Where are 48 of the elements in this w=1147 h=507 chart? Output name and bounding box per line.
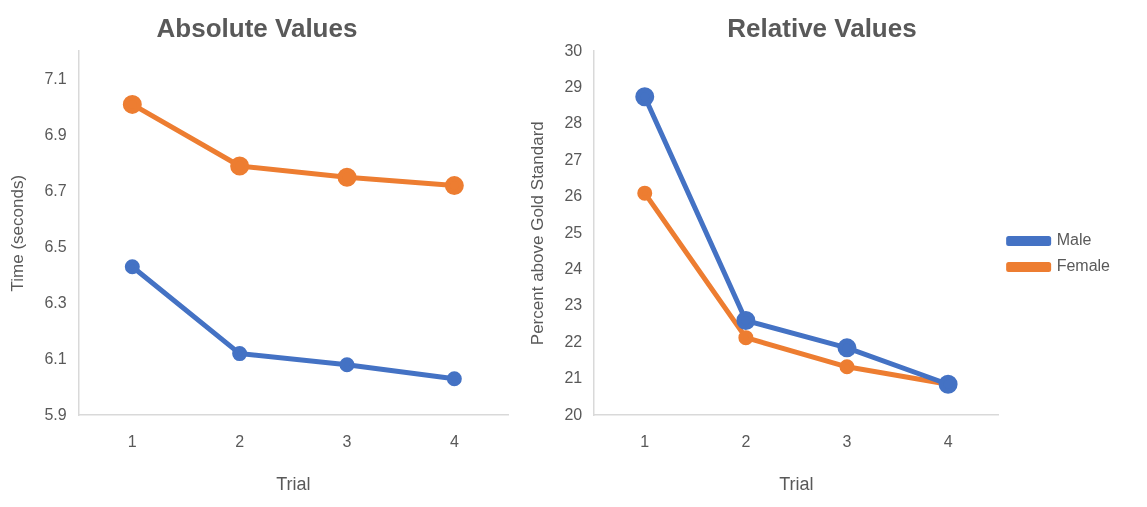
- y-tick-label: 21: [564, 369, 583, 387]
- y-tick-label: 27: [564, 150, 583, 168]
- y-tick-label: 6.1: [44, 349, 67, 367]
- y-axis-title: Percent above Gold Standard: [527, 121, 547, 346]
- point: [635, 87, 655, 107]
- point: [230, 156, 250, 176]
- point: [232, 346, 248, 362]
- y-tick-label: 7.1: [44, 69, 67, 87]
- y-tick-label: 23: [564, 296, 583, 314]
- y-tick-label: 25: [564, 223, 583, 241]
- y-tick-label: 5.9: [44, 405, 67, 423]
- legend-label: Female: [1056, 257, 1111, 275]
- point: [122, 94, 142, 114]
- y-tick-label: 29: [564, 78, 583, 96]
- legend-label: Male: [1056, 231, 1092, 249]
- y-tick-label: 6.9: [44, 125, 67, 143]
- y-tick-label: 30: [564, 41, 583, 59]
- y-tick-label: 6.7: [44, 181, 67, 199]
- x-tick-label: 3: [342, 433, 352, 451]
- y-tick-label: 20: [564, 405, 583, 423]
- chart-title: Relative Values: [727, 12, 917, 43]
- x-tick-label: 4: [943, 433, 953, 451]
- point: [337, 167, 357, 187]
- point: [837, 338, 857, 358]
- point: [124, 259, 140, 275]
- x-axis-title: Trial: [779, 474, 814, 495]
- x-tick-label: 1: [127, 433, 137, 451]
- x-axis-title: Trial: [276, 474, 311, 495]
- y-axis-title: Time (seconds): [7, 174, 27, 292]
- point: [738, 330, 754, 346]
- x-tick-label: 1: [640, 433, 650, 451]
- point: [444, 176, 464, 196]
- y-tick-label: 28: [564, 114, 583, 132]
- chart-title: Absolute Values: [156, 12, 358, 43]
- y-tick-label: 6.5: [44, 237, 67, 255]
- point: [637, 185, 653, 201]
- x-tick-label: 4: [449, 433, 459, 451]
- point: [339, 357, 355, 373]
- point: [446, 371, 462, 387]
- x-tick-label: 2: [741, 433, 751, 451]
- y-tick-label: 26: [564, 187, 583, 205]
- point: [839, 359, 855, 375]
- x-tick-label: 3: [842, 433, 852, 451]
- x-tick-label: 2: [235, 433, 245, 451]
- y-tick-label: 22: [564, 332, 583, 350]
- y-tick-label: 24: [564, 260, 583, 278]
- y-tick-label: 6.3: [44, 293, 67, 311]
- point: [736, 311, 756, 331]
